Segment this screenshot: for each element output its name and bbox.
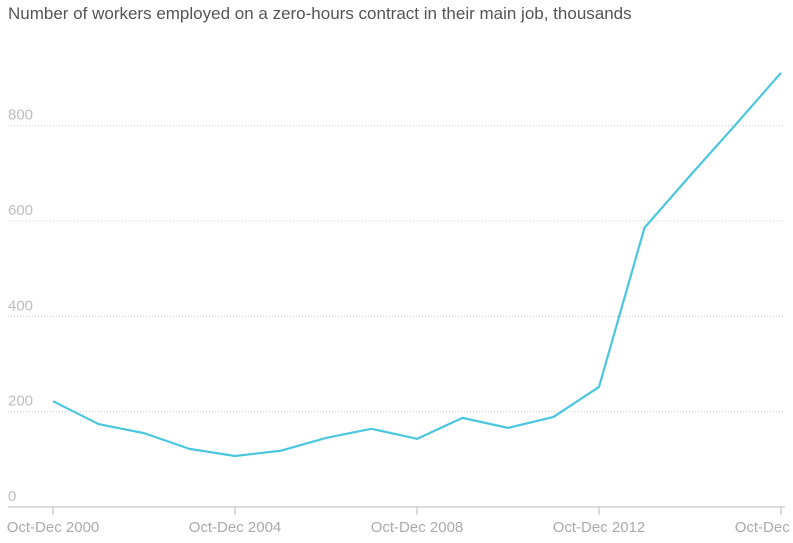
y-tick-label: 0	[8, 488, 16, 505]
y-tick-label: 200	[8, 393, 33, 410]
x-tick-label: Oct-Dec 2004	[189, 519, 282, 536]
x-tick-label: Oct-Dec 2016	[735, 519, 793, 536]
y-tick-label: 600	[8, 202, 33, 219]
y-tick-label: 400	[8, 297, 33, 314]
x-tick-label: Oct-Dec 2012	[553, 519, 646, 536]
line-series	[52, 72, 782, 458]
chart-title: Number of workers employed on a zero-hou…	[8, 4, 632, 23]
y-tick-label: 800	[8, 107, 33, 124]
x-tick-label: Oct-Dec 2008	[371, 519, 464, 536]
x-tick-label: Oct-Dec 2000	[7, 519, 100, 536]
